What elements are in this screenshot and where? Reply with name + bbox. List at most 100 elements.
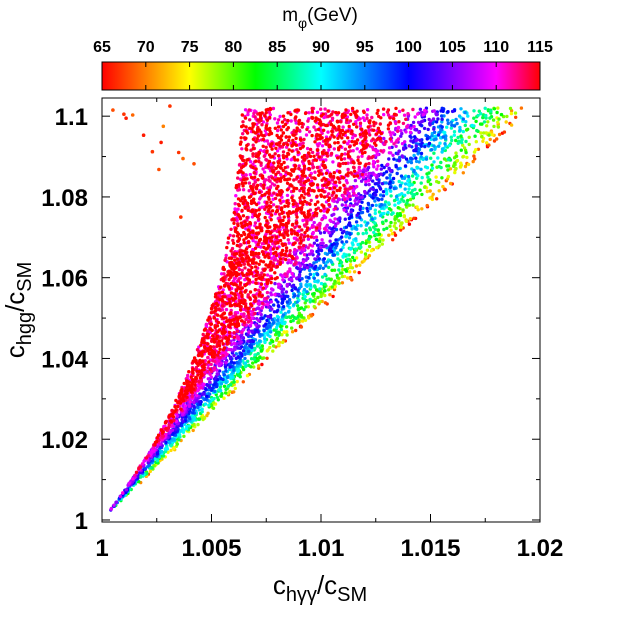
data-point	[391, 153, 395, 157]
data-point	[353, 178, 358, 183]
data-point	[287, 315, 292, 319]
data-point	[327, 148, 331, 152]
data-point	[381, 194, 386, 198]
data-point	[354, 237, 358, 241]
data-point	[269, 248, 273, 252]
data-point	[258, 111, 262, 116]
data-point	[269, 256, 274, 260]
data-point	[436, 133, 441, 137]
data-point	[282, 156, 286, 160]
data-point	[386, 108, 391, 112]
data-point	[335, 242, 339, 246]
data-point	[347, 253, 351, 257]
data-point	[170, 428, 175, 432]
data-point	[277, 321, 281, 325]
data-point	[313, 279, 317, 284]
data-point	[232, 335, 236, 340]
data-point	[248, 244, 252, 248]
data-point	[306, 119, 310, 123]
data-point	[269, 280, 273, 285]
data-point	[420, 141, 424, 145]
data-point	[403, 164, 408, 168]
data-point	[274, 235, 278, 239]
data-point	[175, 442, 179, 446]
data-point	[217, 291, 221, 295]
data-point	[492, 139, 497, 143]
data-point	[376, 197, 381, 202]
data-point	[259, 259, 263, 263]
data-point	[286, 111, 290, 115]
data-point	[456, 141, 460, 145]
data-point	[270, 235, 274, 239]
data-point	[324, 171, 329, 175]
data-point	[404, 157, 409, 161]
data-point	[369, 187, 373, 191]
data-point	[331, 294, 335, 299]
data-point	[479, 131, 483, 135]
data-point	[323, 301, 328, 305]
data-point	[331, 220, 336, 224]
data-point	[487, 133, 491, 137]
data-point	[315, 238, 319, 242]
data-point	[387, 146, 392, 150]
data-point	[262, 170, 267, 174]
data-point	[431, 192, 435, 196]
data-point	[316, 254, 320, 259]
data-point	[316, 148, 320, 152]
data-point	[514, 115, 518, 120]
data-point	[358, 263, 362, 267]
data-point	[403, 182, 408, 186]
data-point	[276, 125, 281, 129]
data-point	[291, 133, 295, 137]
data-point	[350, 266, 355, 270]
data-point	[330, 249, 334, 254]
data-point	[271, 321, 275, 325]
data-point	[287, 253, 292, 258]
data-point	[244, 162, 248, 166]
data-point	[302, 253, 307, 257]
data-point	[267, 191, 271, 195]
data-point	[204, 322, 209, 326]
data-point	[389, 228, 393, 232]
data-point	[195, 348, 200, 352]
data-point	[311, 292, 315, 296]
data-point	[384, 170, 389, 174]
data-point	[364, 228, 368, 232]
data-point	[206, 377, 210, 381]
data-point	[276, 315, 281, 320]
data-point	[466, 162, 471, 167]
data-point	[399, 134, 403, 138]
data-point	[244, 125, 248, 129]
data-point	[276, 135, 281, 140]
data-point	[253, 299, 257, 304]
data-point	[226, 236, 231, 240]
data-point	[279, 310, 283, 314]
data-point	[298, 146, 303, 151]
data-point	[265, 280, 269, 284]
data-point	[306, 191, 310, 195]
data-point	[267, 305, 271, 309]
data-point	[332, 135, 336, 139]
data-point	[456, 135, 460, 140]
data-point	[256, 364, 261, 368]
data-point	[265, 200, 269, 204]
data-point	[324, 264, 328, 268]
data-point	[253, 131, 258, 135]
data-point	[253, 346, 257, 351]
data-point	[221, 265, 226, 270]
data-point	[294, 129, 299, 133]
data-point	[285, 199, 289, 203]
data-point	[336, 257, 340, 261]
data-point	[332, 229, 336, 233]
data-point	[459, 107, 463, 111]
data-point	[314, 235, 319, 239]
data-point	[268, 231, 273, 235]
data-point	[257, 324, 261, 328]
data-point	[400, 221, 404, 225]
data-point	[234, 352, 238, 356]
data-point	[449, 135, 453, 139]
data-point	[234, 194, 238, 198]
data-point	[305, 146, 310, 151]
data-point	[243, 364, 248, 369]
data-point	[308, 173, 312, 178]
